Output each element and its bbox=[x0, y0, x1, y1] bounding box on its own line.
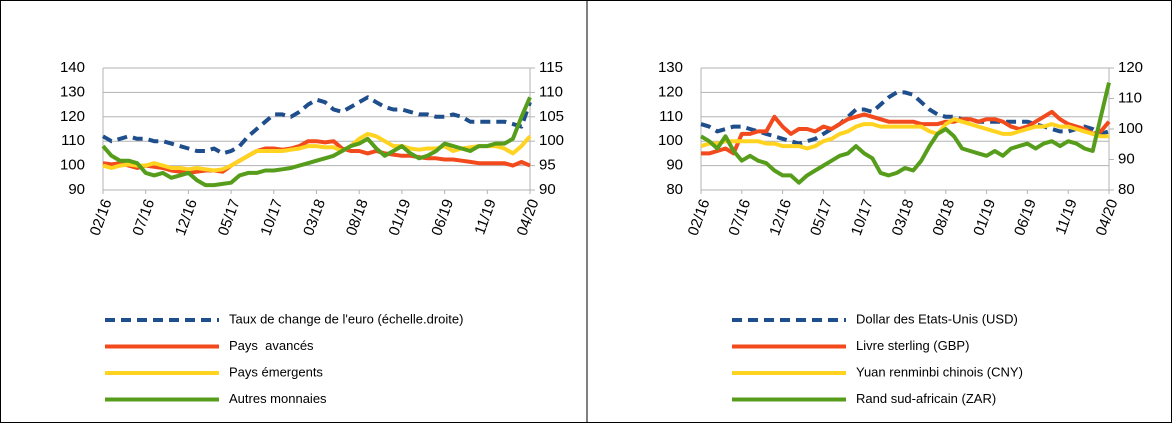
legend-label: Autres monnaies bbox=[229, 391, 327, 406]
series-line bbox=[700, 117, 1109, 151]
series-line bbox=[101, 96, 532, 188]
y-tick-label: 120 bbox=[60, 108, 85, 125]
y-tick-label: 140 bbox=[60, 59, 85, 76]
legend-label: Rand sud-africain (ZAR) bbox=[856, 391, 996, 406]
series-line bbox=[699, 82, 1111, 185]
y2-tick-label: 110 bbox=[539, 83, 563, 100]
legend-label: Taux de change de l'euro (échelle.droite… bbox=[229, 311, 463, 326]
y-tick-label: 130 bbox=[658, 59, 683, 76]
y-tick-label: 110 bbox=[61, 132, 85, 149]
y-tick-label: 100 bbox=[60, 157, 85, 174]
y-tick-label: 130 bbox=[60, 83, 85, 100]
y2-tick-label: 90 bbox=[1118, 150, 1135, 167]
legend-label: Yuan renminbi chinois (CNY) bbox=[856, 364, 1023, 379]
series-line bbox=[102, 139, 531, 175]
y2-tick-label: 110 bbox=[1118, 89, 1142, 106]
legend-label: Livre sterling (GBP) bbox=[856, 338, 969, 353]
y-tick-label: 100 bbox=[658, 132, 683, 149]
y2-tick-label: 105 bbox=[539, 108, 564, 125]
y-tick-label: 120 bbox=[658, 83, 683, 100]
legend-label: Pays avancés bbox=[229, 338, 314, 353]
legend-label: Pays émergents bbox=[229, 364, 323, 379]
y2-tick-label: 100 bbox=[539, 132, 564, 149]
series-line bbox=[102, 95, 532, 156]
y2-tick-label: 115 bbox=[539, 59, 563, 76]
legend-label: Dollar des Etats-Unis (USD) bbox=[856, 311, 1018, 326]
y2-tick-label: 120 bbox=[1118, 59, 1143, 76]
y2-tick-label: 95 bbox=[539, 157, 556, 174]
y-tick-label: 110 bbox=[659, 108, 683, 125]
y2-tick-label: 100 bbox=[1118, 120, 1143, 137]
y2-tick-label: 80 bbox=[1118, 181, 1135, 198]
y-tick-label: 90 bbox=[68, 181, 85, 198]
y-tick-label: 90 bbox=[666, 157, 683, 174]
y-tick-label: 80 bbox=[666, 181, 683, 198]
series-line bbox=[701, 109, 1111, 156]
y2-tick-label: 90 bbox=[539, 181, 556, 198]
